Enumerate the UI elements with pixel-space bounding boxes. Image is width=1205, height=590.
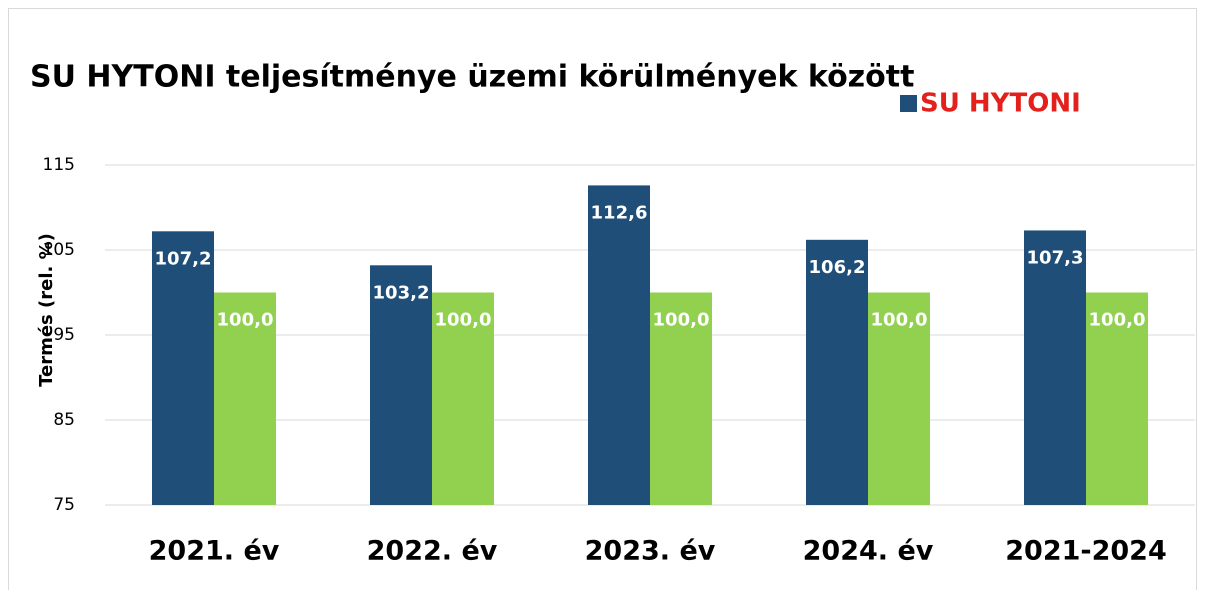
bar <box>432 292 494 505</box>
value-label: 107,2 <box>155 248 212 269</box>
y-tick-label: 105 <box>43 240 75 260</box>
y-tick-label: 115 <box>43 155 75 175</box>
bar <box>370 265 432 505</box>
x-tick-label: 2024. év <box>803 536 934 567</box>
value-label: 106,2 <box>809 257 866 278</box>
y-tick-label: 85 <box>53 410 75 430</box>
x-tick-label: 2021-2024 <box>1005 536 1167 567</box>
bar <box>806 239 868 506</box>
x-tick-label: 2021. év <box>149 536 280 567</box>
value-label: 112,6 <box>591 202 648 223</box>
bar <box>650 292 712 505</box>
value-label: 100,0 <box>217 310 274 331</box>
legend-swatch <box>900 95 917 112</box>
value-label: 100,0 <box>1089 310 1146 331</box>
y-axis-label: Termés (rel. %) <box>36 233 57 387</box>
bar <box>152 231 214 506</box>
y-tick-label: 95 <box>53 325 75 345</box>
y-tick-label: 75 <box>53 495 75 515</box>
value-label: 100,0 <box>871 310 928 331</box>
bar <box>868 292 930 505</box>
bar <box>1086 292 1148 505</box>
legend-label: SU HYTONI <box>920 89 1081 119</box>
x-tick-label: 2022. év <box>367 536 498 567</box>
value-label: 100,0 <box>653 310 710 331</box>
x-tick-label: 2023. év <box>585 536 716 567</box>
value-label: 107,3 <box>1027 247 1084 268</box>
bar <box>214 292 276 505</box>
value-label: 103,2 <box>373 282 430 303</box>
value-label: 100,0 <box>435 310 492 331</box>
bar <box>588 185 650 505</box>
bar <box>1024 230 1086 505</box>
chart-title: SU HYTONI teljesítménye üzemi körülménye… <box>30 60 914 95</box>
